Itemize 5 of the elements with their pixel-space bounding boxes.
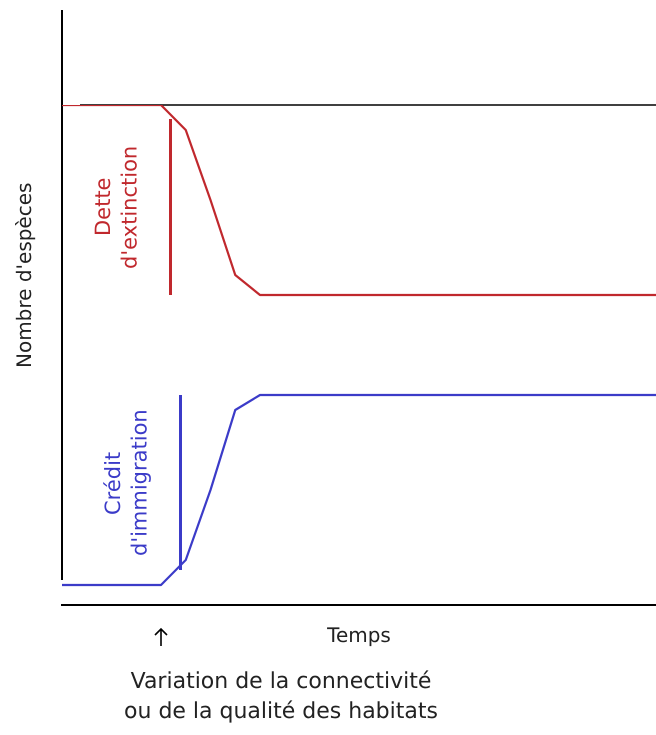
- y-axis-title: Nombre d'espèces: [12, 181, 37, 370]
- text: Variation de la connectivité ou de la qualité des habitats: [123, 668, 439, 726]
- annotation: Crédit d'immigration: [100, 408, 152, 558]
- annotation: Dette d'extinction: [90, 144, 142, 271]
- x-axis-title: Temps: [326, 623, 392, 648]
